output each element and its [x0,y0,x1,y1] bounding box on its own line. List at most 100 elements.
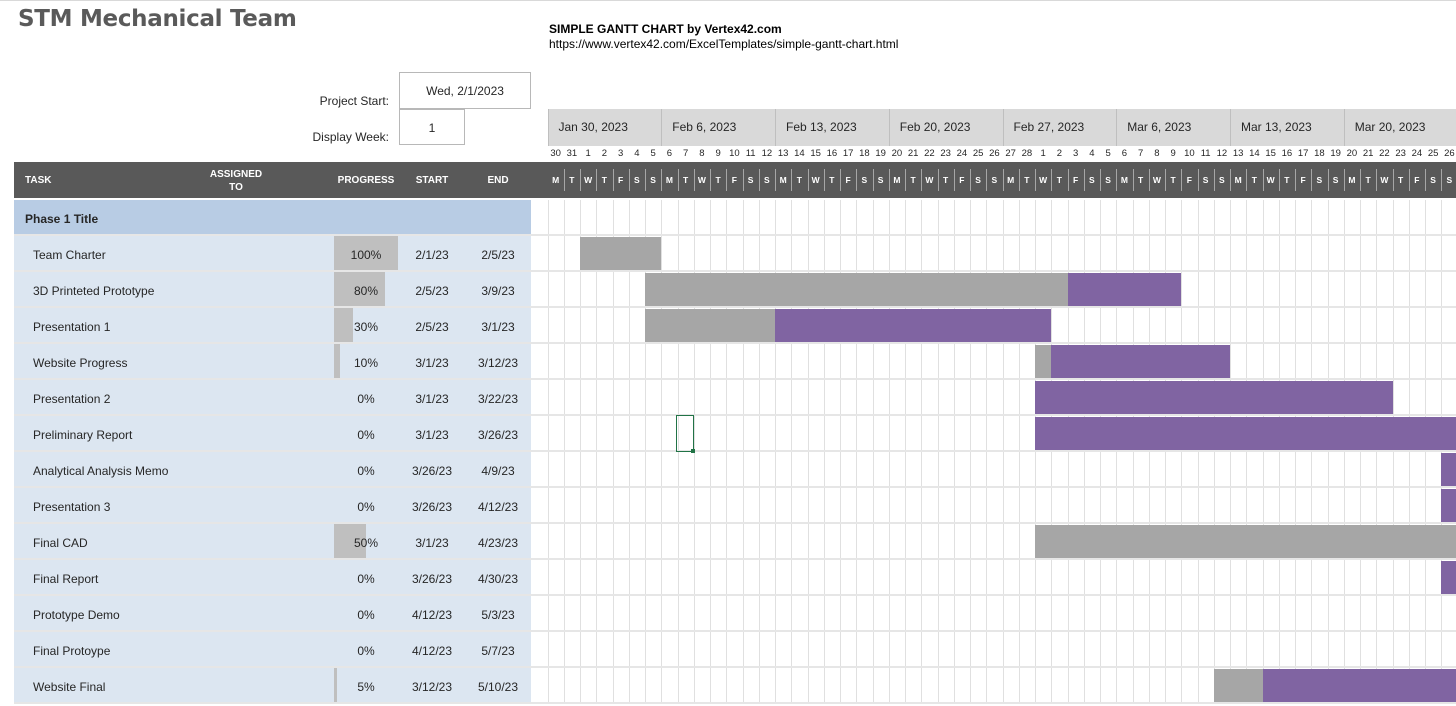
project-start-input[interactable]: Wed, 2/1/2023 [399,72,531,109]
progress-value[interactable]: 0% [357,392,375,406]
gantt-bar-completed[interactable] [645,273,1068,306]
start-date[interactable]: 3/1/23 [415,536,449,550]
task-name[interactable]: Analytical Analysis Memo [33,464,169,478]
day-number: 17 [842,148,854,159]
day-number: 26 [989,148,1000,159]
gantt-bar-remaining[interactable] [1262,669,1456,702]
task-name[interactable]: Team Charter [33,248,106,262]
task-name[interactable]: 3D Printeted Prototype [33,284,155,298]
table-row[interactable] [14,524,531,560]
grid-row-line [531,270,1456,272]
progress-value[interactable]: 0% [357,572,375,586]
progress-value[interactable]: 5% [357,680,375,694]
day-number: 1 [1040,148,1046,159]
table-row[interactable] [14,452,531,488]
end-date[interactable]: 4/9/23 [481,464,515,478]
table-row[interactable] [14,668,531,704]
task-name[interactable]: Website Final [33,680,106,694]
end-date[interactable]: 4/30/23 [477,572,519,586]
start-date[interactable]: 3/26/23 [411,464,453,478]
progress-value[interactable]: 0% [357,428,375,442]
gantt-bar-remaining[interactable] [1441,453,1456,486]
progress-value[interactable]: 0% [357,464,375,478]
progress-value[interactable]: 50% [353,536,379,550]
progress-value[interactable]: 0% [357,644,375,658]
task-name[interactable]: Final Report [33,572,99,586]
end-date[interactable]: 5/7/23 [481,644,515,658]
start-date[interactable]: 3/12/23 [411,680,453,694]
start-date[interactable]: 4/12/23 [411,644,453,658]
table-row[interactable] [14,560,531,596]
start-date[interactable]: 3/1/23 [415,392,449,406]
end-date[interactable]: 3/9/23 [481,284,515,298]
table-row[interactable] [14,344,531,380]
task-name[interactable]: Final CAD [33,536,88,550]
start-date[interactable]: 4/12/23 [411,608,453,622]
task-name[interactable]: Prototype Demo [33,608,120,622]
start-date[interactable]: 3/26/23 [411,572,453,586]
fill-handle[interactable] [691,449,695,453]
progress-value[interactable]: 80% [353,284,379,298]
selected-cell[interactable] [676,415,694,452]
day-number: 13 [1232,148,1244,159]
gantt-bar-remaining[interactable] [1035,381,1393,414]
day-separator [1425,169,1426,191]
table-row[interactable] [14,236,531,272]
end-date[interactable]: 4/23/23 [477,536,519,550]
gantt-bar-remaining[interactable] [1067,273,1182,306]
phase-row[interactable] [14,200,531,236]
table-row[interactable] [14,416,531,452]
progress-value[interactable]: 100% [350,248,382,262]
gantt-bar-completed[interactable] [1035,345,1052,378]
task-name[interactable]: Preliminary Report [33,428,133,442]
table-row[interactable] [14,272,531,308]
day-number: 8 [699,148,705,159]
table-row[interactable] [14,488,531,524]
start-date[interactable]: 3/1/23 [415,356,449,370]
gantt-bar-completed[interactable] [1213,669,1263,702]
table-row[interactable] [14,632,531,668]
end-date[interactable]: 5/3/23 [481,608,515,622]
start-date[interactable]: 2/5/23 [415,284,449,298]
end-date[interactable]: 3/26/23 [477,428,519,442]
task-name[interactable]: Presentation 1 [33,320,111,334]
start-date[interactable]: 3/26/23 [411,500,453,514]
gantt-bar-remaining[interactable] [1051,345,1230,378]
end-date[interactable]: 3/12/23 [477,356,519,370]
task-name[interactable]: Presentation 3 [33,500,111,514]
gantt-bar-remaining[interactable] [1441,561,1456,594]
credit-url[interactable]: https://www.vertex42.com/ExcelTemplates/… [549,37,899,51]
progress-value[interactable]: 30% [353,320,379,334]
task-name[interactable]: Presentation 2 [33,392,111,406]
day-separator [872,169,874,191]
gantt-bar-completed[interactable] [580,237,662,270]
grid-column-line [563,200,565,704]
gantt-bar-remaining[interactable] [1441,489,1456,522]
day-separator [628,169,630,191]
gantt-bar-remaining[interactable] [775,309,1052,342]
progress-value[interactable]: 0% [357,608,375,622]
end-date[interactable]: 3/22/23 [477,392,519,406]
gantt-bar-completed[interactable] [645,309,775,342]
day-number: 20 [1346,148,1358,159]
end-date[interactable]: 2/5/23 [481,248,515,262]
start-date[interactable]: 2/1/23 [415,248,449,262]
gantt-bar-completed[interactable] [1035,525,1456,558]
start-date[interactable]: 3/1/23 [415,428,449,442]
table-row[interactable] [14,596,531,632]
display-week-input[interactable]: 1 [399,109,465,145]
gantt-bar-remaining[interactable] [1035,417,1456,450]
table-row[interactable] [14,308,531,344]
progress-value[interactable]: 0% [357,500,375,514]
progress-value[interactable]: 10% [353,356,379,370]
task-name[interactable]: Final Protoype [33,644,111,658]
end-date[interactable]: 3/1/23 [481,320,515,334]
end-date[interactable]: 4/12/23 [477,500,519,514]
end-date[interactable]: 5/10/23 [477,680,519,694]
start-date[interactable]: 2/5/23 [415,320,449,334]
grid-column-line [1116,200,1118,704]
grid-column-line [953,200,955,704]
day-of-week: T [569,175,575,185]
table-row[interactable] [14,380,531,416]
task-name[interactable]: Website Progress [33,356,128,370]
